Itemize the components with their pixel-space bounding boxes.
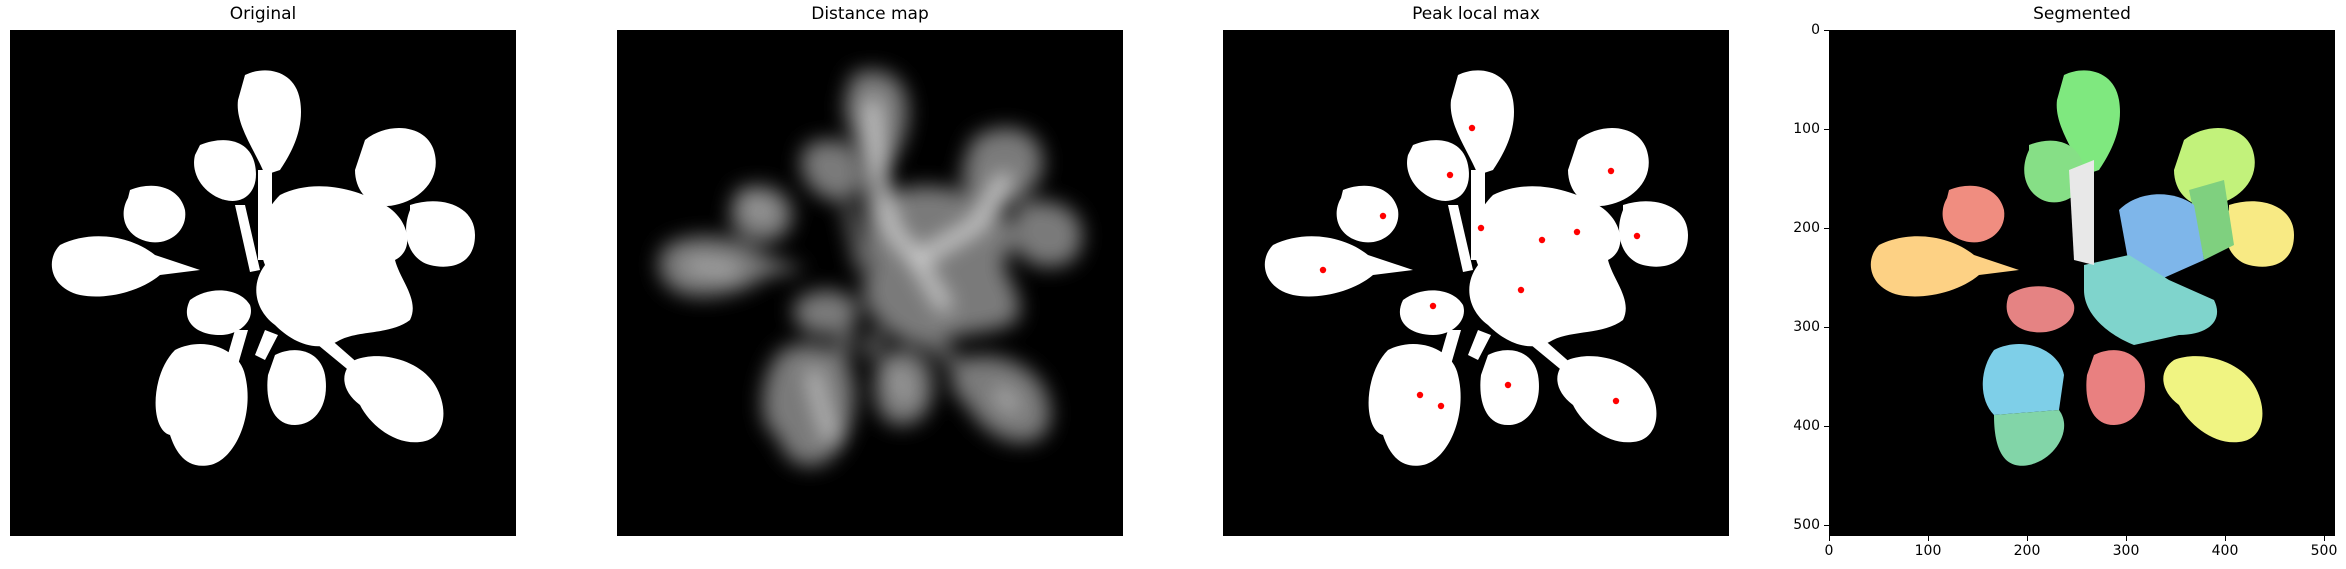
ytick-label: 300 xyxy=(1793,319,1820,335)
peak-marker xyxy=(1633,232,1641,240)
xtick-mark xyxy=(1928,536,1929,541)
xtick-mark xyxy=(2027,536,2028,541)
panel-title-segmented: Segmented xyxy=(2033,4,2131,24)
peak-marker xyxy=(1607,167,1615,175)
peak-marker xyxy=(1538,236,1546,244)
xtick-label: 400 xyxy=(2211,543,2239,559)
xtick-label: 200 xyxy=(2013,543,2041,559)
peak-marker xyxy=(1468,124,1476,132)
peak-marker xyxy=(1319,266,1327,274)
xtick-label: 300 xyxy=(2112,543,2140,559)
peak-marker xyxy=(1416,391,1424,399)
peak-marker xyxy=(1379,212,1387,220)
segmented-image xyxy=(1829,30,2335,536)
ytick-mark xyxy=(1824,426,1829,427)
xtick-label: 0 xyxy=(1824,543,1834,559)
ytick-label: 200 xyxy=(1793,220,1820,236)
peak-marker xyxy=(1573,228,1581,236)
xtick-label: 100 xyxy=(1914,543,1942,559)
distance-map-image xyxy=(617,30,1123,536)
ytick-mark xyxy=(1824,327,1829,328)
ytick-mark xyxy=(1824,30,1829,31)
peak-marker xyxy=(1446,171,1454,179)
panel-title-distance-map: Distance map xyxy=(811,4,929,24)
ytick-label: 500 xyxy=(1793,517,1820,533)
xtick-mark xyxy=(2225,536,2226,541)
peak-local-max-image xyxy=(1223,30,1729,536)
panel-title-peak-local-max: Peak local max xyxy=(1412,4,1540,24)
ytick-mark xyxy=(1824,129,1829,130)
xtick-label: 500 xyxy=(2310,543,2338,559)
ytick-label: 0 xyxy=(1811,22,1820,38)
ytick-label: 100 xyxy=(1793,121,1820,137)
peak-marker xyxy=(1612,397,1620,405)
ytick-mark xyxy=(1824,228,1829,229)
peak-marker xyxy=(1517,286,1525,294)
original-image xyxy=(10,30,516,536)
xtick-mark xyxy=(2126,536,2127,541)
xtick-mark xyxy=(1829,536,1830,541)
ytick-mark xyxy=(1824,525,1829,526)
ytick-label: 400 xyxy=(1793,418,1820,434)
peak-marker xyxy=(1429,302,1437,310)
peak-marker xyxy=(1504,381,1512,389)
panel-title-original: Original xyxy=(229,4,297,24)
peak-marker xyxy=(1477,224,1485,232)
peak-marker xyxy=(1437,402,1445,410)
xtick-mark xyxy=(2324,536,2325,541)
